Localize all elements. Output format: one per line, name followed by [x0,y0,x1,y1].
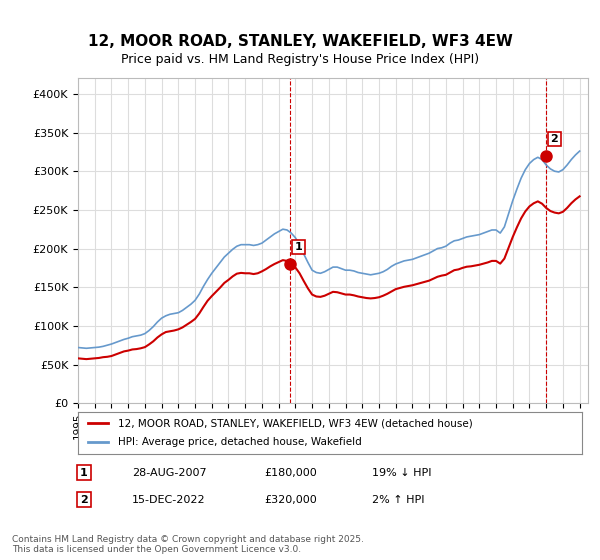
Text: £180,000: £180,000 [264,468,317,478]
Text: HPI: Average price, detached house, Wakefield: HPI: Average price, detached house, Wake… [118,437,362,447]
Text: 2: 2 [551,134,558,144]
Text: Price paid vs. HM Land Registry's House Price Index (HPI): Price paid vs. HM Land Registry's House … [121,53,479,66]
Text: Contains HM Land Registry data © Crown copyright and database right 2025.
This d: Contains HM Land Registry data © Crown c… [12,535,364,554]
Text: 12, MOOR ROAD, STANLEY, WAKEFIELD, WF3 4EW (detached house): 12, MOOR ROAD, STANLEY, WAKEFIELD, WF3 4… [118,418,473,428]
Text: 12, MOOR ROAD, STANLEY, WAKEFIELD, WF3 4EW: 12, MOOR ROAD, STANLEY, WAKEFIELD, WF3 4… [88,34,512,49]
Text: 15-DEC-2022: 15-DEC-2022 [132,494,206,505]
Text: 2: 2 [80,494,88,505]
Text: 1: 1 [80,468,88,478]
Text: 1: 1 [295,242,302,252]
Text: 19% ↓ HPI: 19% ↓ HPI [372,468,431,478]
Text: 28-AUG-2007: 28-AUG-2007 [132,468,206,478]
Text: 2% ↑ HPI: 2% ↑ HPI [372,494,425,505]
Text: £320,000: £320,000 [264,494,317,505]
